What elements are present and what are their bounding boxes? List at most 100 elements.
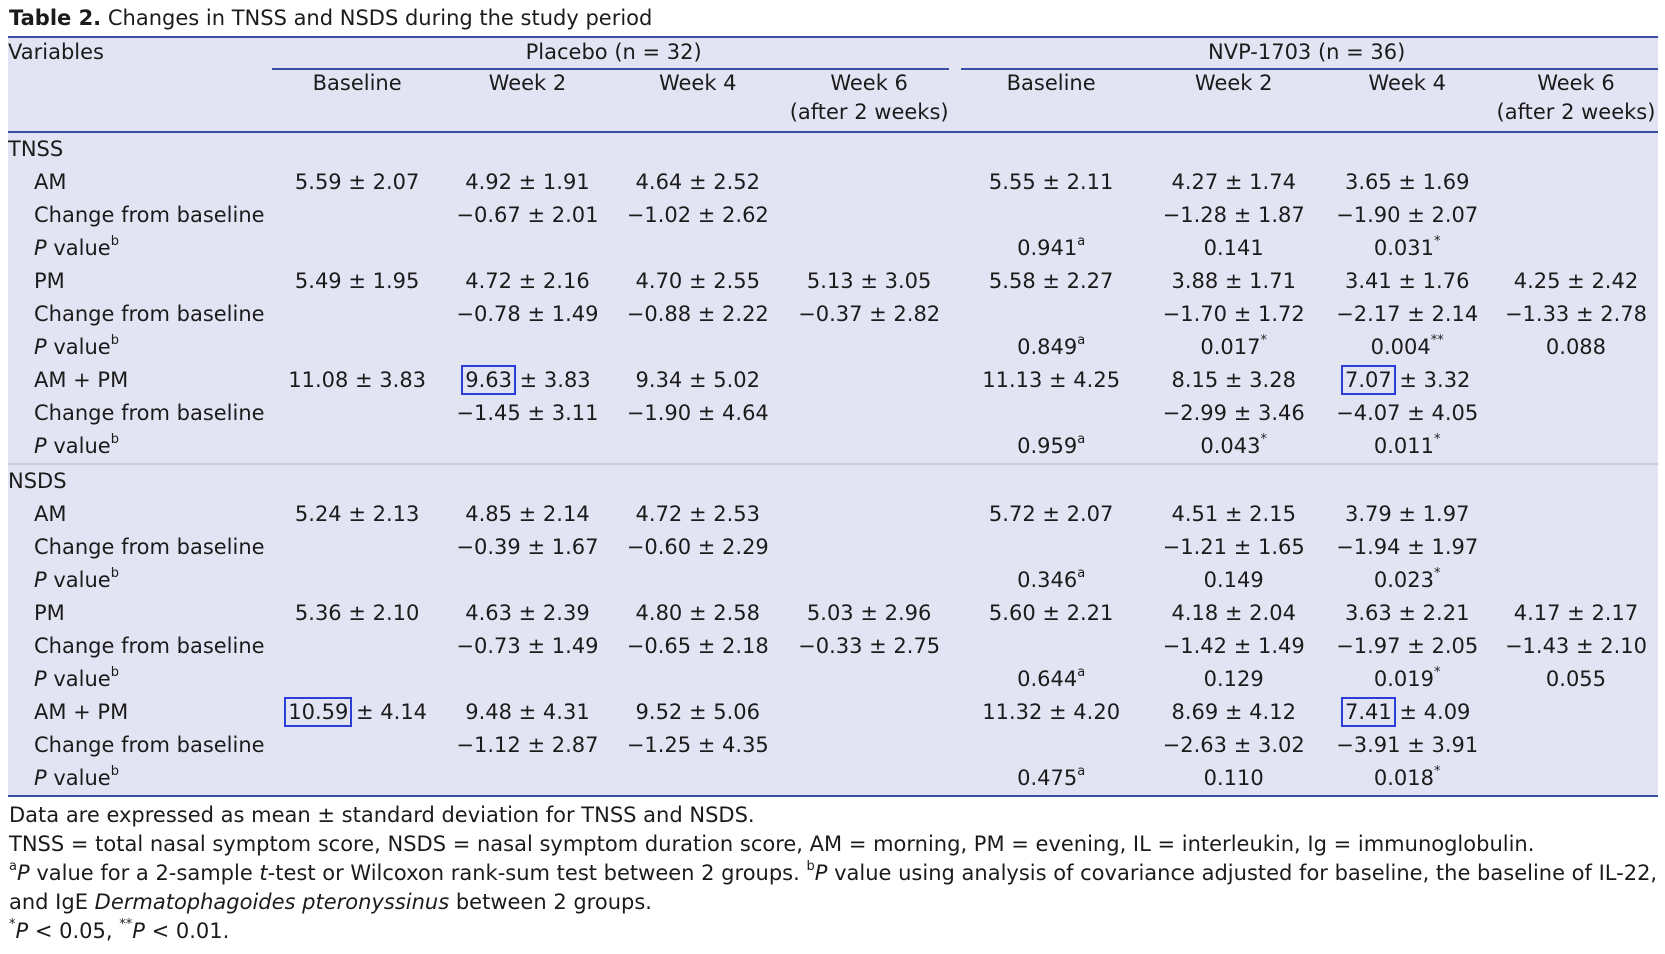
table-cell (955, 729, 1147, 762)
table-cell: 0.023* (1320, 564, 1494, 597)
table-cell: 11.32 ± 4.20 (955, 696, 1147, 729)
section-label: TNSS (8, 137, 64, 161)
table-cell: 4.80 ± 2.58 (613, 597, 783, 630)
cell-value: 11.13 ± 4.25 (982, 368, 1121, 392)
footnote-t-italic: t (259, 861, 268, 885)
cell-value: 11.08 ± 3.83 (288, 368, 427, 392)
header-placebo-baseline: Baseline (271, 69, 443, 133)
cell-value: 3.88 ± 1.71 (1171, 269, 1296, 293)
table-cell: 4.92 ± 1.91 (442, 166, 612, 199)
cell-value: 0.129 (1203, 667, 1264, 691)
table-cell: 0.941a (955, 232, 1147, 265)
table-cell: 11.08 ± 3.83 (272, 364, 442, 397)
cell-sup: a (1077, 432, 1086, 447)
table-cell: −0.88 ± 2.22 (613, 298, 783, 331)
cell-sup: a (1077, 333, 1086, 348)
footnote-p-italic: P (16, 861, 30, 885)
table-cell: 0.055 (1494, 663, 1658, 696)
header-week6-line2: (after 2 weeks) (789, 100, 949, 124)
cell-sup: * (1434, 432, 1441, 447)
header-nvp-baseline: Baseline (955, 69, 1147, 133)
cell-value: 5.58 ± 2.27 (988, 269, 1114, 293)
row-label-text: value (46, 667, 111, 691)
footnote-star: * (9, 917, 16, 932)
cell-value: −1.12 ± 2.87 (456, 733, 599, 757)
table-cell (272, 397, 442, 430)
row-label: Change from baseline (34, 203, 265, 227)
header-placebo-week4: Week 4 (612, 69, 783, 133)
table-cell: −2.17 ± 2.14 (1320, 298, 1494, 331)
table-cell (1494, 430, 1658, 464)
table-cell: 5.24 ± 2.13 (272, 498, 442, 531)
row-label-sup: b (110, 566, 119, 581)
row-label-text: value (46, 434, 111, 458)
table-cell (1494, 564, 1658, 597)
table-cell (272, 630, 442, 663)
table-cell (783, 430, 955, 464)
footnote-sup-a: a (9, 859, 17, 874)
table-cell (783, 364, 955, 397)
cell-value: 4.80 ± 2.58 (635, 601, 760, 625)
cell-value: 0.941 (1017, 236, 1078, 260)
table-cell: 0.019* (1320, 663, 1494, 696)
header-week6-line2: (after 2 weeks) (1496, 100, 1656, 124)
table-cell: −0.67 ± 2.01 (442, 199, 612, 232)
table-cell: 0.110 (1147, 762, 1321, 796)
cell-value: 4.25 ± 2.42 (1513, 269, 1639, 293)
cell-sup: a (1077, 764, 1086, 779)
cell-value: 5.72 ± 2.07 (988, 502, 1114, 526)
table-cell (783, 331, 955, 364)
row-label: PM (34, 601, 65, 625)
table-cell (955, 397, 1147, 430)
table-cell (1494, 531, 1658, 564)
table-row: P valueb 0.941a 0.141 0.031* (8, 232, 1658, 265)
cell-sup: a (1077, 665, 1086, 680)
table-cell (613, 232, 783, 265)
table-cell (1494, 199, 1658, 232)
table-cell (955, 298, 1147, 331)
cell-value: 9.48 ± 4.31 (465, 700, 590, 724)
table-cell: 9.34 ± 5.02 (613, 364, 783, 397)
table-cell (272, 663, 442, 696)
table-cell: −1.28 ± 1.87 (1147, 199, 1321, 232)
cell-value: −3.91 ± 3.91 (1336, 733, 1479, 757)
table-cell (272, 199, 442, 232)
cell-sup: a (1077, 566, 1086, 581)
cell-sd: ± 4.09 (1392, 700, 1471, 724)
cell-value: 3.65 ± 1.69 (1344, 170, 1470, 194)
cell-value: −1.97 ± 2.05 (1336, 634, 1479, 658)
row-label: Change from baseline (34, 401, 265, 425)
cell-value: −0.78 ± 1.49 (456, 302, 599, 326)
cell-value: 5.36 ± 2.10 (294, 601, 420, 625)
table-cell: 8.69 ± 4.12 (1147, 696, 1321, 729)
table-cell: 4.25 ± 2.42 (1494, 265, 1658, 298)
table-cell (783, 199, 955, 232)
header-group-nvp: NVP-1703 (n = 36) (955, 37, 1658, 69)
cell-value: 0.004 (1370, 335, 1431, 359)
header-empty (8, 69, 272, 133)
table-cell (783, 397, 955, 430)
table-caption: Changes in TNSS and NSDS during the stud… (107, 6, 653, 30)
cell-value: 0.959 (1017, 434, 1078, 458)
table-cell: 0.849a (955, 331, 1147, 364)
cell-value: 0.110 (1203, 766, 1264, 790)
row-label: PM (34, 269, 65, 293)
row-label: Change from baseline (34, 302, 265, 326)
cell-value: 4.51 ± 2.15 (1171, 502, 1296, 526)
cell-value: 4.70 ± 2.55 (635, 269, 760, 293)
table-cell: 5.72 ± 2.07 (955, 498, 1147, 531)
document: Table 2. Changes in TNSS and NSDS during… (8, 0, 1658, 946)
cell-value: 4.18 ± 2.04 (1171, 601, 1296, 625)
table-cell: 4.17 ± 2.17 (1494, 597, 1658, 630)
footnote-line-4: *P < 0.05, **P < 0.01. (9, 917, 1659, 946)
row-label: Change from baseline (34, 535, 265, 559)
footnote-line-3: aP value for a 2-sample t-test or Wilcox… (9, 859, 1659, 917)
table-cell: 7.07 ± 3.32 (1320, 364, 1494, 397)
table-cell: −1.12 ± 2.87 (442, 729, 612, 762)
footnote-p-italic: P (15, 919, 29, 943)
table-cell: 3.63 ± 2.21 (1320, 597, 1494, 630)
table-cell: 0.346a (955, 564, 1147, 597)
table-cell (783, 232, 955, 265)
cell-value: −1.45 ± 3.11 (456, 401, 599, 425)
table-cell: −0.37 ± 2.82 (783, 298, 955, 331)
